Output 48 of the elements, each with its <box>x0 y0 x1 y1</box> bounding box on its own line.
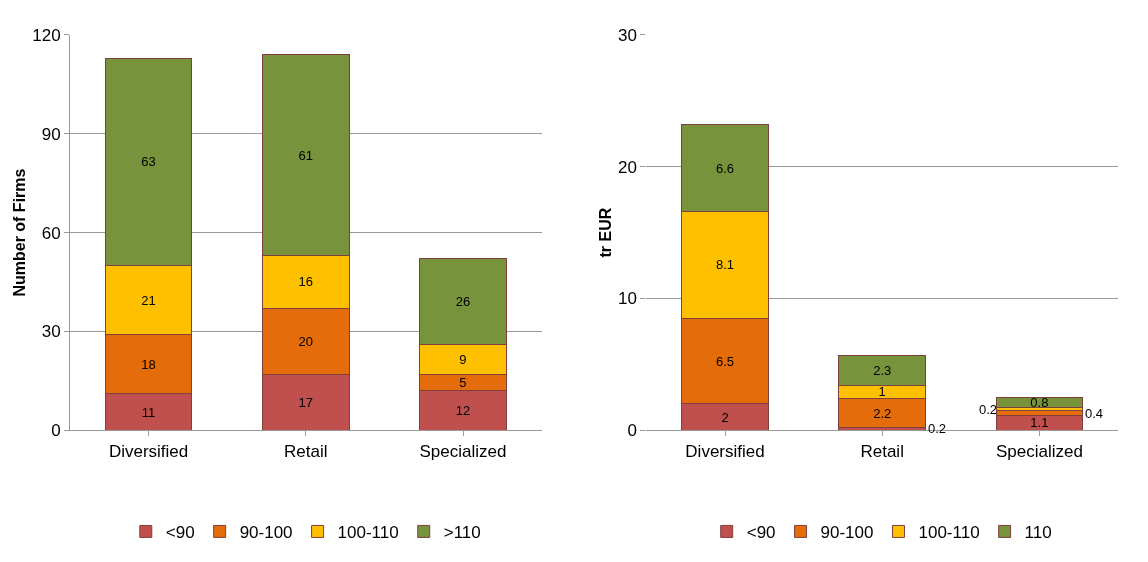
data-label: 0.4 <box>1085 406 1104 421</box>
data-label: 26 <box>455 294 471 310</box>
data-label: 20 <box>298 333 313 349</box>
y-tick-label: 30 <box>618 25 637 45</box>
y-axis-title: Number of Firms <box>11 168 29 297</box>
legend-label: 110 <box>1024 523 1052 543</box>
data-label: 16 <box>298 274 313 290</box>
legend-label: >110 <box>443 523 481 543</box>
legend-label: 90-100 <box>820 523 874 543</box>
y-tick-label: 120 <box>32 25 61 45</box>
y-tick-label: 30 <box>41 322 61 342</box>
legend-label: <90 <box>746 523 776 543</box>
data-label: 2.3 <box>873 362 892 378</box>
data-label: 12 <box>455 402 471 418</box>
legend-label: 100-110 <box>918 523 980 543</box>
y-tick-label: 0 <box>627 421 637 441</box>
x-tick-label: Retail <box>284 441 328 461</box>
data-label: 6.5 <box>715 353 735 369</box>
y-tick-label: 90 <box>41 124 61 144</box>
x-tick-label: Retail <box>860 441 904 461</box>
y-tick-label: 10 <box>618 289 637 309</box>
data-label: 21 <box>141 292 156 308</box>
legend-label: 100-110 <box>337 523 399 543</box>
data-label: 18 <box>141 356 156 372</box>
data-label: 9 <box>459 351 467 367</box>
data-label: 2.2 <box>873 405 892 421</box>
x-tick-label: Specialized <box>995 441 1083 461</box>
x-tick-label: Diversified <box>108 441 189 461</box>
x-tick-label: Specialized <box>419 441 507 461</box>
data-label: 8.1 <box>715 257 735 273</box>
data-label: 5 <box>459 374 467 390</box>
legend-label: <90 <box>165 523 195 543</box>
data-label: 1.1 <box>1030 415 1049 431</box>
data-label: 1 <box>878 384 886 400</box>
legend-label: 90-100 <box>239 523 293 543</box>
data-label: 63 <box>141 154 156 170</box>
data-label: 6.6 <box>715 160 735 176</box>
y-tick-label: 0 <box>51 421 61 441</box>
y-axis-title: tr EUR <box>596 207 614 258</box>
data-label: 11 <box>141 404 156 420</box>
data-label: 0.8 <box>1030 395 1049 411</box>
data-label: 17 <box>298 394 313 410</box>
data-label: 0.2 <box>928 421 947 436</box>
data-label: 61 <box>298 147 313 163</box>
data-label: 2 <box>721 409 729 425</box>
y-tick-label: 20 <box>618 157 637 177</box>
x-tick-label: Diversified <box>685 441 765 461</box>
y-tick-label: 60 <box>41 223 61 243</box>
